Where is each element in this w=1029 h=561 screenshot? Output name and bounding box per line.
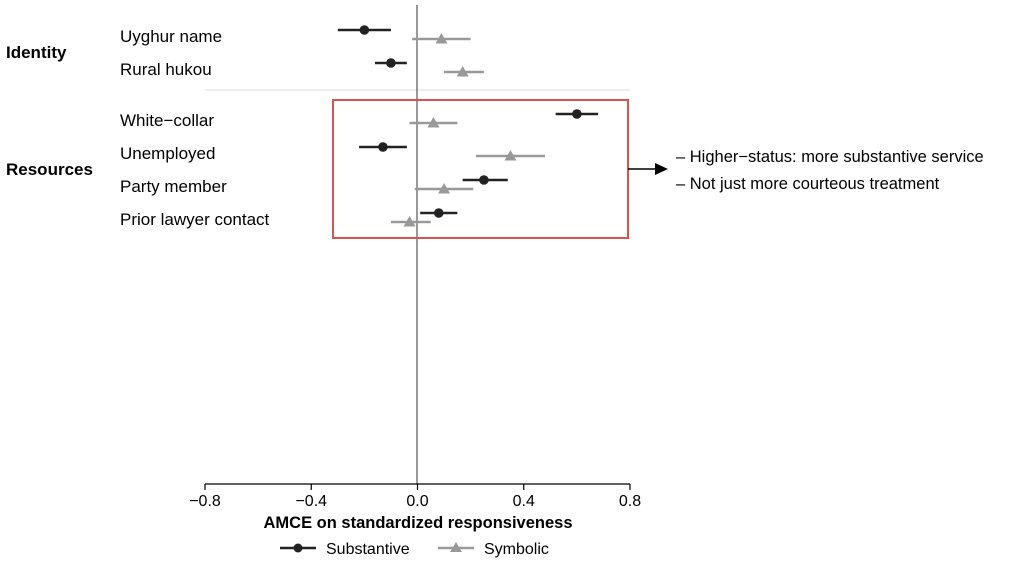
- annotation-line-1: – Higher−status: more substantive servic…: [676, 148, 984, 166]
- annotation-arrow-head: [655, 163, 668, 175]
- group-label-resources: Resources: [6, 160, 93, 179]
- symbolic-point-rural-hukou: [456, 66, 469, 77]
- legend-symbolic-label: Symbolic: [484, 541, 549, 558]
- chart-marks: [337, 25, 599, 227]
- substantive-point-rural-hukou: [386, 58, 396, 68]
- legend-substantive-label: Substantive: [326, 541, 410, 558]
- x-tick-label: −0.4: [295, 493, 327, 510]
- symbolic-point-uyghur-name: [435, 33, 448, 44]
- group-label-identity: Identity: [6, 43, 67, 62]
- x-tick-label: 0.0: [406, 493, 428, 510]
- x-axis-title: AMCE on standardized responsiveness: [264, 514, 573, 532]
- x-tick-label: −0.8: [189, 493, 221, 510]
- annotation-line-2: – Not just more courteous treatment: [676, 175, 940, 193]
- legend-symbolic-marker: [450, 542, 462, 552]
- substantive-point-party-member: [479, 175, 489, 185]
- substantive-point-uyghur-name: [359, 25, 370, 35]
- x-tick-label: 0.8: [619, 493, 641, 510]
- row-label-uyghur-name: Uyghur name: [120, 27, 222, 46]
- symbolic-point-prior-lawyer-contact: [403, 216, 416, 227]
- x-axis-ticks: −0.8 −0.4 0.0 0.4 0.8: [189, 484, 641, 510]
- legend: Substantive Symbolic: [280, 541, 549, 558]
- symbolic-point-party-member: [438, 183, 451, 194]
- row-label-white-collar: White−collar: [120, 111, 214, 130]
- row-label-unemployed: Unemployed: [120, 144, 215, 163]
- legend-substantive-marker: [293, 543, 303, 553]
- substantive-point-unemployed: [378, 142, 388, 152]
- row-label-prior-lawyer-contact: Prior lawyer contact: [120, 210, 270, 229]
- resources-highlight-box: [332, 99, 629, 239]
- row-label-rural-hukou: Rural hukou: [120, 60, 212, 79]
- symbolic-point-unemployed: [504, 150, 517, 161]
- substantive-point-white-collar: [572, 109, 582, 119]
- row-label-party-member: Party member: [120, 177, 227, 196]
- substantive-point-prior-lawyer-contact: [433, 208, 444, 218]
- x-tick-label: 0.4: [513, 493, 535, 510]
- symbolic-point-white-collar: [427, 117, 440, 128]
